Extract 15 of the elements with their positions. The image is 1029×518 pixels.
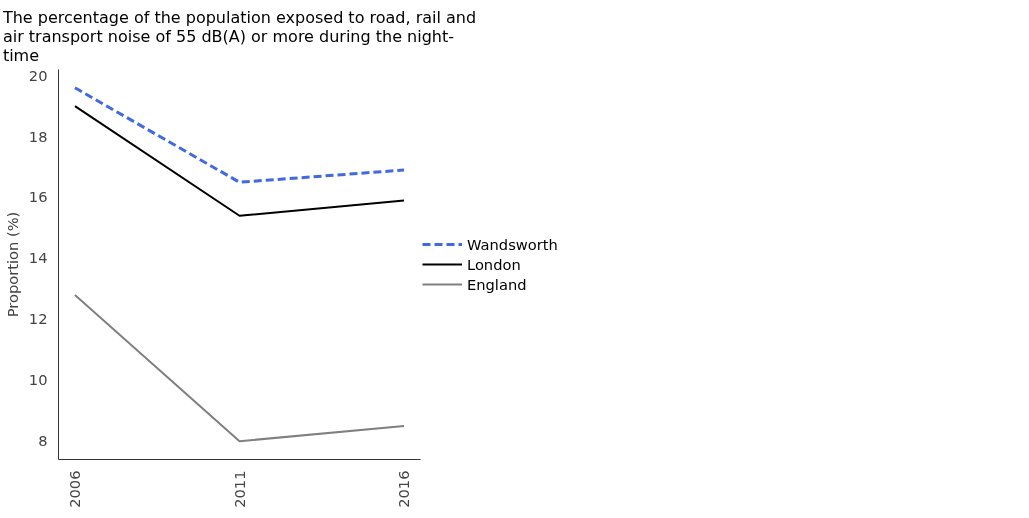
- chart-title: The percentage of the population exposed to road, rail and air transport noise of 55 dB(A) or more during the night- time: [1, 7, 477, 65]
- legend-label: London: [467, 255, 521, 273]
- legend-label: England: [467, 275, 527, 293]
- x-tick-label: 2016: [395, 470, 413, 508]
- x-tick-label: 2011: [230, 470, 248, 508]
- y-tick-label: 10: [28, 371, 48, 389]
- y-tick-label: 8: [38, 432, 48, 450]
- x-tick-label: 2006: [65, 470, 83, 508]
- y-tick-label: 20: [28, 66, 48, 84]
- y-tick-label: 12: [28, 310, 48, 328]
- legend-label: Wandsworth: [467, 235, 558, 253]
- y-tick-label: 18: [28, 127, 48, 145]
- y-tick-label: 14: [28, 249, 48, 267]
- y-tick-label: 16: [28, 188, 48, 206]
- y-axis-title: Proportion (%): [3, 211, 21, 318]
